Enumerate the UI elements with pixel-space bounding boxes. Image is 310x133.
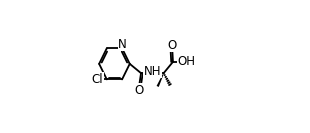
Text: OH: OH (177, 55, 195, 68)
Text: O: O (168, 39, 177, 52)
Text: O: O (135, 84, 144, 97)
Polygon shape (157, 73, 164, 87)
Text: NH: NH (144, 65, 161, 78)
Text: N: N (118, 38, 127, 51)
Text: Cl: Cl (92, 73, 103, 86)
